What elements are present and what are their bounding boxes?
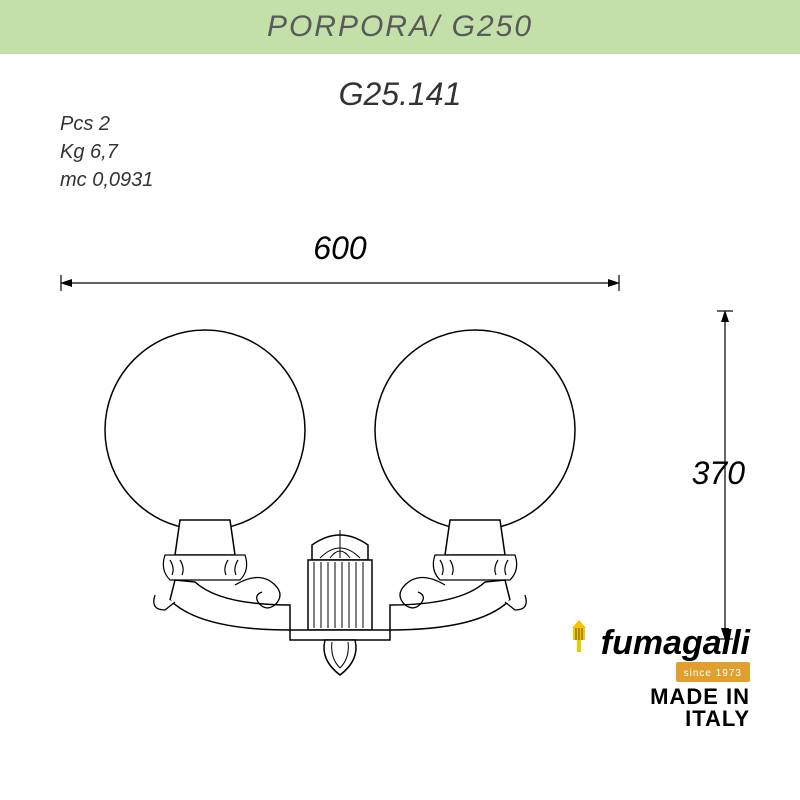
dimension-width-label: 600: [60, 230, 620, 267]
made-in-line2: ITALY: [566, 708, 750, 730]
header-banner: PORPORA/ G250: [0, 0, 800, 54]
brand-block: fumagalli since 1973 MADE IN ITALY: [566, 618, 750, 730]
dimension-height-label: 370: [692, 455, 745, 492]
product-name: PORPORA/ G250: [267, 10, 533, 44]
spec-pcs: Pcs 2: [60, 110, 153, 138]
brand-row: fumagalli: [566, 618, 750, 663]
made-in-line1: MADE IN: [566, 686, 750, 708]
brand-name: fumagalli: [601, 624, 750, 662]
spec-kg: Kg 6,7: [60, 138, 153, 166]
spec-mc: mc 0,0931: [60, 166, 153, 194]
brand-made-in: MADE IN ITALY: [566, 686, 750, 730]
brand-since-row: since 1973: [676, 662, 750, 682]
spec-block: Pcs 2 Kg 6,7 mc 0,0931: [60, 110, 153, 194]
product-drawing: [60, 310, 620, 680]
brand-since: since 1973: [684, 668, 742, 679]
dimension-horizontal: 600: [60, 230, 620, 298]
model-code: G25.141: [0, 76, 800, 113]
lamp-icon: [566, 618, 592, 659]
dimension-width-arrow: [60, 273, 620, 293]
